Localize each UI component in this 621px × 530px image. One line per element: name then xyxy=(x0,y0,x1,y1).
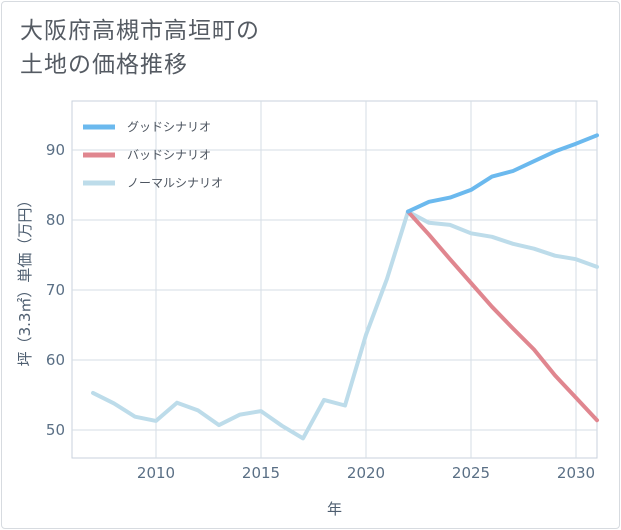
x-tick-label: 2025 xyxy=(452,464,490,482)
legend-label: グッドシナリオ xyxy=(127,120,211,134)
chart-title-line2: 土地の価格推移 xyxy=(20,52,188,78)
series-line xyxy=(91,209,599,441)
x-tick-label: 2010 xyxy=(137,464,175,482)
chart-title: 大阪府高槻市高垣町の 土地の価格推移 xyxy=(20,14,260,82)
y-tick-label: 90 xyxy=(46,141,65,159)
series-line xyxy=(406,133,599,214)
chart-title-line1: 大阪府高槻市高垣町の xyxy=(20,18,260,44)
x-tick-label: 2030 xyxy=(557,464,595,482)
y-axis-label: 坪（3.3㎡）単価（万円） xyxy=(16,193,34,367)
y-tick-label: 80 xyxy=(46,211,65,229)
y-tick-label: 50 xyxy=(46,421,65,439)
x-axis-label: 年 xyxy=(327,500,342,518)
legend-label: バッドシナリオ xyxy=(127,148,211,162)
x-tick-label: 2015 xyxy=(242,464,280,482)
y-tick-label: 70 xyxy=(46,281,65,299)
series-line xyxy=(406,209,599,423)
plot-area xyxy=(71,100,598,459)
y-tick-label: 60 xyxy=(46,351,65,369)
x-tick-label: 2020 xyxy=(347,464,385,482)
legend-label: ノーマルシナリオ xyxy=(127,176,223,190)
